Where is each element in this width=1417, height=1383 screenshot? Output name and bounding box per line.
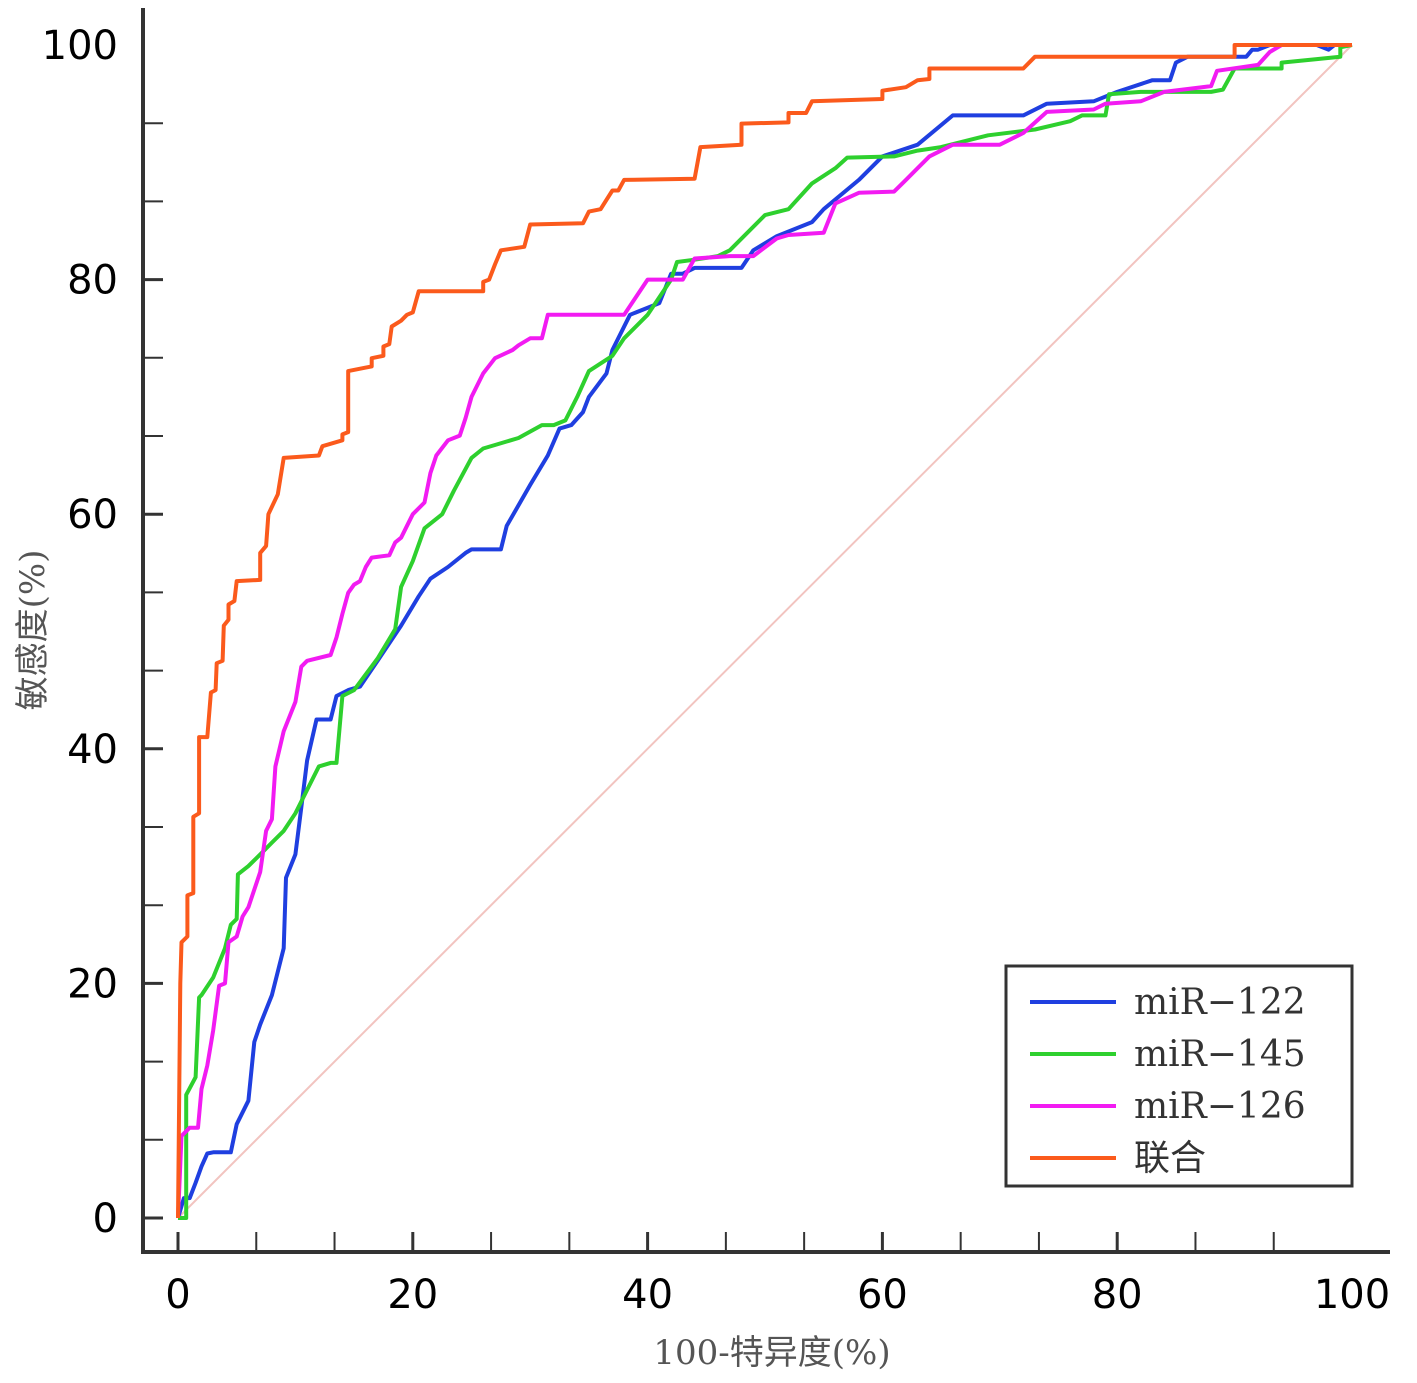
legend-label: 联合	[1134, 1138, 1206, 1179]
legend-label: miR−126	[1134, 1086, 1306, 1127]
y-tick-label: 80	[67, 258, 118, 304]
x-tick-label: 0	[165, 1272, 190, 1318]
series-lines	[176, 43, 1353, 1220]
series-line-0	[176, 43, 1352, 1219]
reference-diagonal	[177, 44, 1353, 1219]
legend-label: miR−145	[1134, 1034, 1306, 1075]
x-tick-label: 80	[1092, 1272, 1143, 1318]
legend: miR−122 miR−145 miR−126 联合	[1004, 964, 1354, 1188]
x-tick-label: 100	[1314, 1272, 1390, 1318]
y-tick-label: 40	[67, 727, 118, 773]
series-line-3	[176, 43, 1352, 1219]
y-axis-title: 敏感度(%)	[13, 550, 53, 711]
axes	[141, 8, 1390, 1254]
x-tick-label: 60	[857, 1272, 908, 1318]
y-tick-label: 0	[93, 1196, 118, 1242]
y-tick-label: 100	[42, 23, 118, 69]
x-tick-label: 20	[387, 1272, 438, 1318]
x-axis-title: 100-特异度(%)	[653, 1333, 890, 1373]
y-tick-label: 60	[67, 492, 118, 538]
y-tick-label: 20	[67, 961, 118, 1007]
series-line-2	[176, 43, 1352, 1219]
x-tick-label: 40	[622, 1272, 673, 1318]
series-line-1	[178, 43, 1353, 1220]
reference-line	[177, 44, 1353, 1219]
legend-label: miR−122	[1134, 982, 1306, 1023]
tick-labels: 0 20 40 60 80 100 0 20 40 60 80 100	[42, 23, 1391, 1318]
axis-ticks	[143, 122, 1275, 1252]
